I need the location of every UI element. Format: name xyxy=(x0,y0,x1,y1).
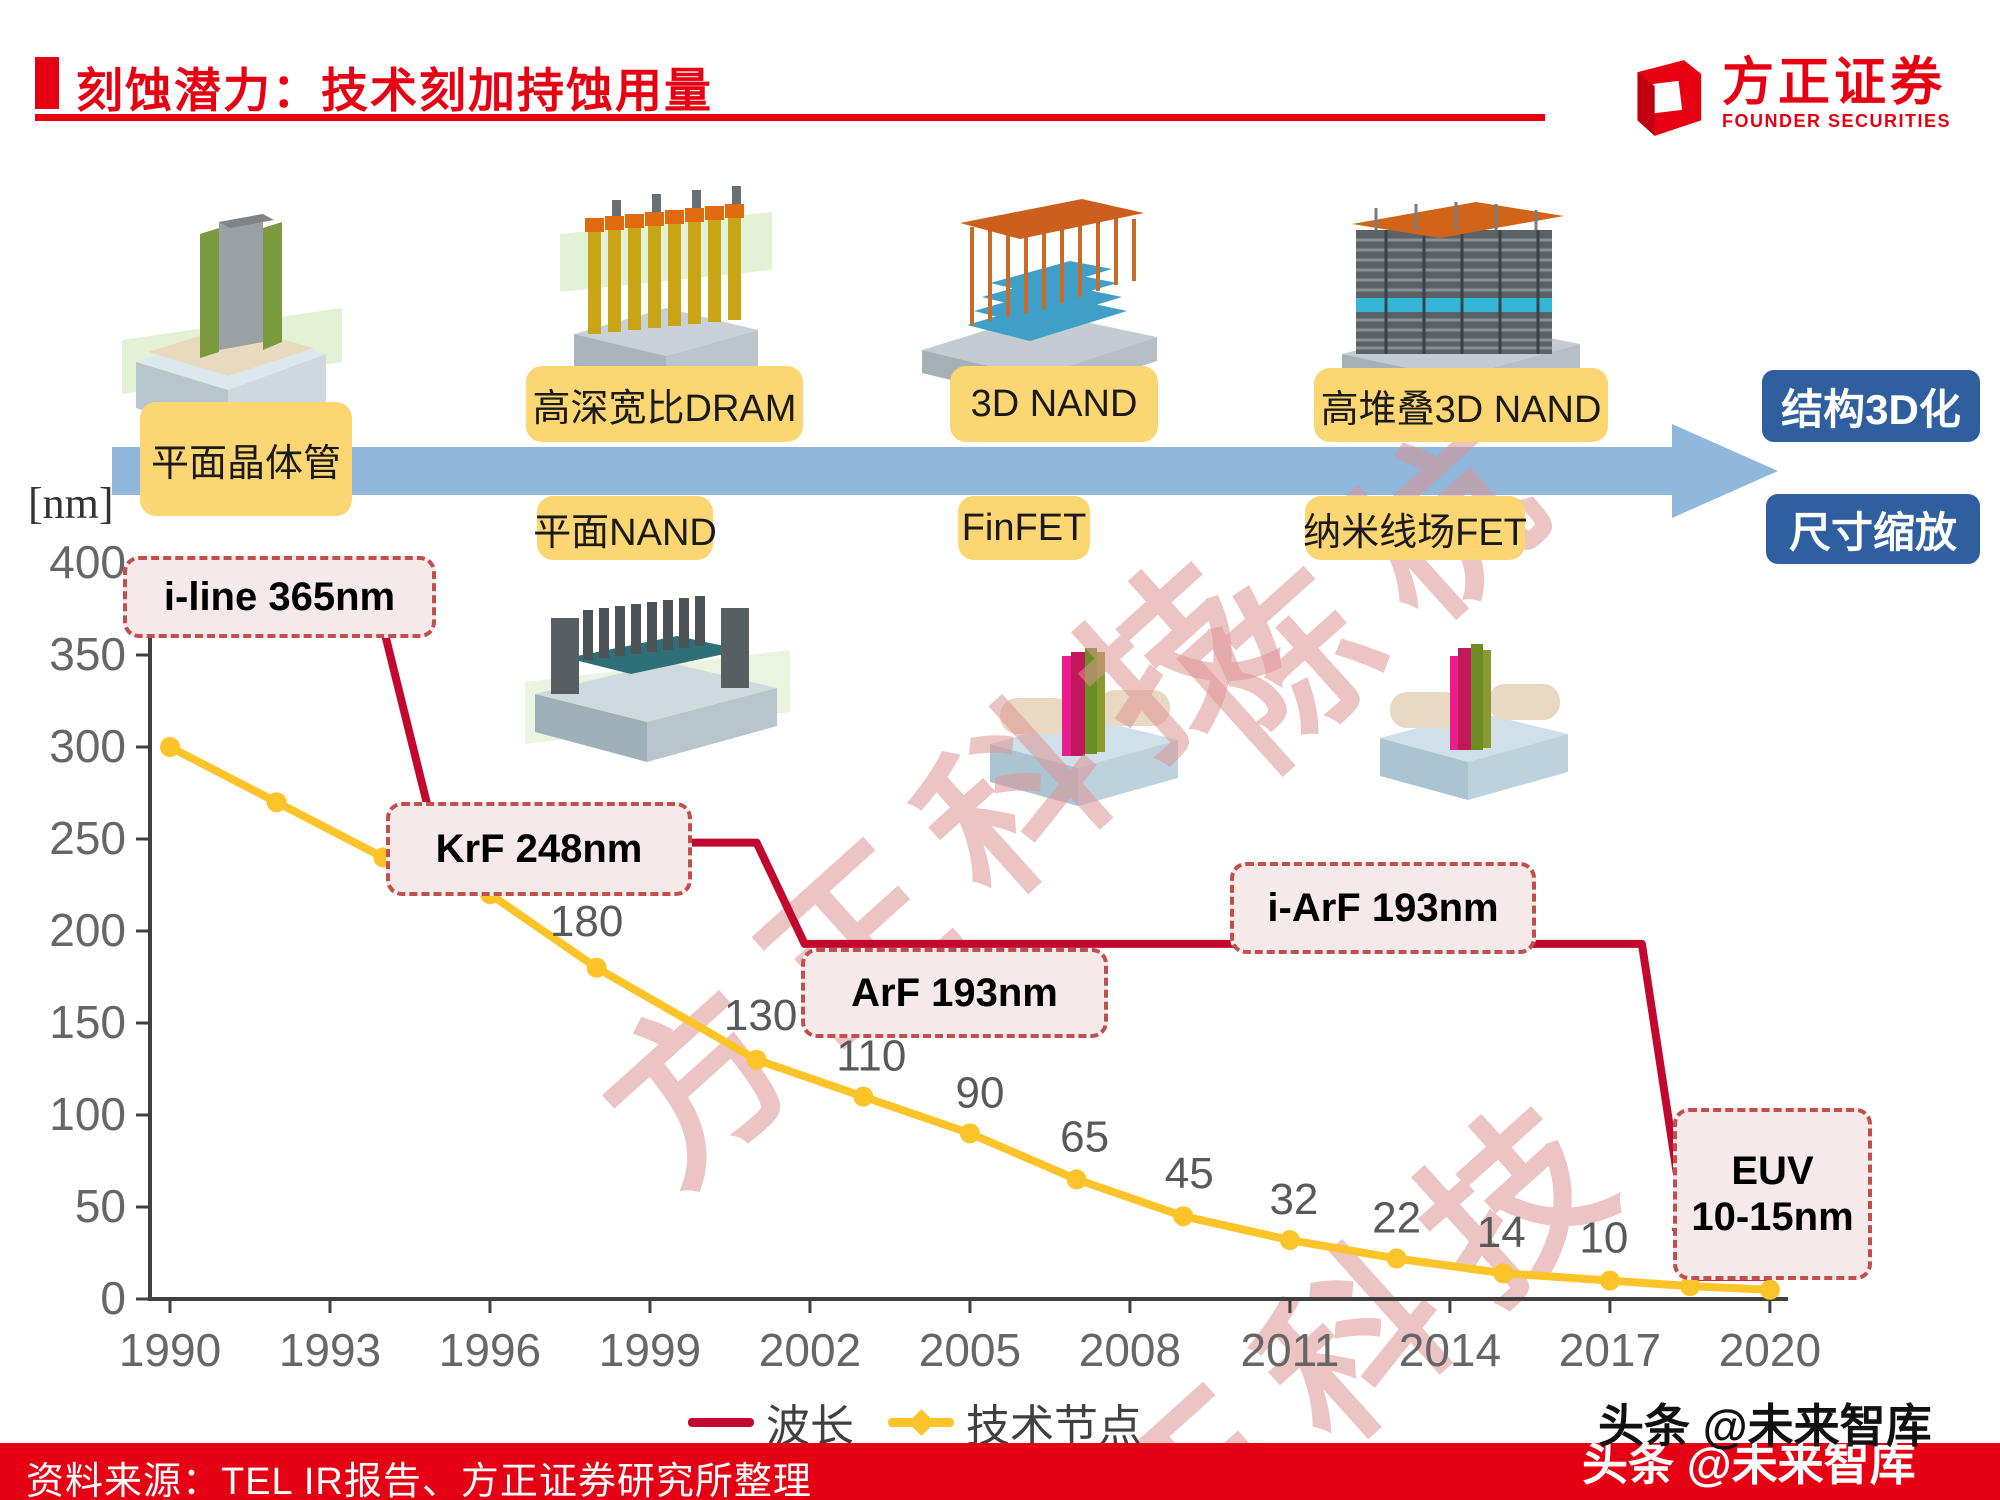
svg-text:0: 0 xyxy=(100,1272,126,1324)
legend-item-node: 技术节点 xyxy=(888,1390,1142,1454)
svg-text:90: 90 xyxy=(955,1068,1004,1117)
page-title: 刻蚀潜力：技术刻加持蚀用量 xyxy=(76,64,713,117)
svg-text:180: 180 xyxy=(550,897,623,946)
annotation-krf: KrF 248nm xyxy=(386,802,692,896)
legend-item-wavelength: 波长 xyxy=(688,1390,854,1454)
stage-label-planar-transistor: 平面晶体管 xyxy=(140,402,352,516)
y-axis-unit-label: [nm] xyxy=(28,479,114,528)
svg-text:1999: 1999 xyxy=(599,1324,701,1376)
stage-label-nanowire-fet: 纳米线场FET xyxy=(1303,496,1527,560)
founder-cube-icon xyxy=(1637,60,1702,136)
svg-text:2002: 2002 xyxy=(759,1324,861,1376)
source-text: 资料来源：TEL IR报告、方正证券研究所整理 xyxy=(26,1461,812,1500)
annotation-euv: EUV 10-15nm xyxy=(1673,1108,1872,1280)
svg-text:300: 300 xyxy=(49,720,126,772)
svg-text:22: 22 xyxy=(1372,1194,1421,1243)
logo-name-en: FOUNDER SECURITIES xyxy=(1722,111,1952,131)
svg-text:1993: 1993 xyxy=(279,1324,381,1376)
stage-label-har-dram: 高深宽比DRAM xyxy=(526,366,803,442)
svg-text:32: 32 xyxy=(1269,1175,1318,1224)
legend-label-node: 技术节点 xyxy=(966,1402,1142,1451)
svg-text:100: 100 xyxy=(49,1088,126,1140)
svg-text:1990: 1990 xyxy=(119,1324,221,1376)
svg-text:400: 400 xyxy=(49,536,126,588)
svg-text:200: 200 xyxy=(49,904,126,956)
svg-text:2017: 2017 xyxy=(1559,1324,1661,1376)
svg-text:150: 150 xyxy=(49,996,126,1048)
annotation-euv-line1: EUV xyxy=(1731,1149,1814,1193)
source-bar: 资料来源：TEL IR报告、方正证券研究所整理 xyxy=(0,1443,2000,1500)
svg-text:2014: 2014 xyxy=(1399,1324,1501,1376)
svg-text:65: 65 xyxy=(1060,1112,1109,1161)
wavelength-line-swatch xyxy=(688,1417,754,1427)
logo-name-cn: 方正证券 xyxy=(1722,54,1947,112)
node-line-swatch xyxy=(888,1408,954,1436)
founder-securities-logo: 方正证券 FOUNDER SECURITIES xyxy=(1622,55,1951,141)
svg-text:2011: 2011 xyxy=(1240,1324,1339,1376)
chart-legend: 波长 技术节点 xyxy=(688,1390,1142,1454)
logo-text: 方正证券 FOUNDER SECURITIES xyxy=(1722,55,1951,132)
node-marker-icon xyxy=(908,1408,935,1436)
svg-text:350: 350 xyxy=(49,628,126,680)
svg-text:110: 110 xyxy=(836,1032,906,1081)
svg-text:45: 45 xyxy=(1165,1149,1214,1198)
svg-text:250: 250 xyxy=(49,812,126,864)
outcome-dimension-scaling: 尺寸缩放 xyxy=(1766,494,1980,564)
svg-text:14: 14 xyxy=(1477,1208,1526,1257)
stage-label-3d-nand: 3D NAND xyxy=(950,366,1158,442)
legend-label-wavelength: 波长 xyxy=(766,1402,854,1451)
finfet-image xyxy=(990,648,1178,806)
stage-label-planar-nand: 平面NAND xyxy=(533,496,717,560)
high-aspect-ratio-dram-image xyxy=(560,186,772,392)
stage-label-finfet: FinFET xyxy=(958,496,1090,560)
social-watermark-shadow: 头条 @未来智库 xyxy=(1582,1438,1916,1490)
stacked-3d-nand-image xyxy=(1342,202,1580,400)
social-watermark: 头条 @未来智库 xyxy=(1598,1400,1932,1452)
svg-text:2020: 2020 xyxy=(1719,1324,1821,1376)
svg-text:2005: 2005 xyxy=(919,1324,1021,1376)
svg-text:10: 10 xyxy=(1579,1214,1628,1263)
annotation-iline: i-line 365nm xyxy=(123,556,436,638)
title-underline xyxy=(35,114,1545,121)
stage-label-stacked-3d-nand: 高堆叠3D NAND xyxy=(1314,368,1608,442)
svg-text:50: 50 xyxy=(75,1180,126,1232)
annotation-euv-line2: 10-15nm xyxy=(1691,1195,1854,1239)
svg-text:1996: 1996 xyxy=(439,1324,541,1376)
annotation-arf: ArF 193nm xyxy=(801,948,1108,1038)
title-accent-bar xyxy=(35,57,59,109)
annotation-iarf: i-ArF 193nm xyxy=(1230,862,1536,954)
nanowire-fet-image xyxy=(1380,644,1568,800)
svg-text:130: 130 xyxy=(724,991,797,1040)
planar-nand-image xyxy=(525,596,790,762)
svg-text:2008: 2008 xyxy=(1079,1324,1181,1376)
outcome-structure-3d: 结构3D化 xyxy=(1762,370,1980,442)
